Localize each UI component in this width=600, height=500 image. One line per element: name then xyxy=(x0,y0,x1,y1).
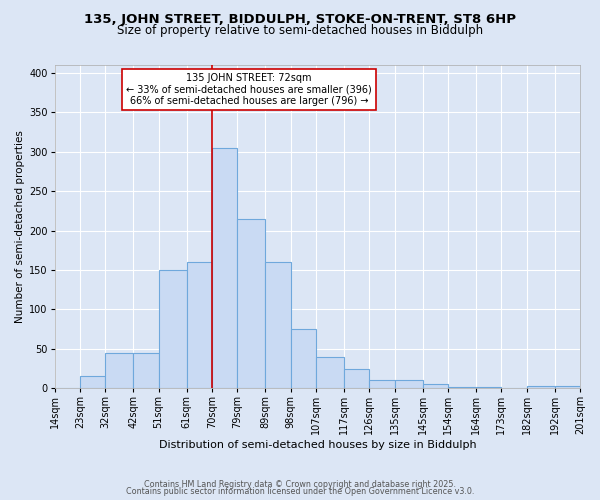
Bar xyxy=(105,353,133,388)
Text: Contains public sector information licensed under the Open Government Licence v3: Contains public sector information licen… xyxy=(126,488,474,496)
Bar xyxy=(187,262,212,388)
Text: Contains HM Land Registry data © Crown copyright and database right 2025.: Contains HM Land Registry data © Crown c… xyxy=(144,480,456,489)
Bar xyxy=(555,386,580,388)
Bar xyxy=(476,386,502,388)
Bar xyxy=(316,356,344,388)
Text: 135, JOHN STREET, BIDDULPH, STOKE-ON-TRENT, ST8 6HP: 135, JOHN STREET, BIDDULPH, STOKE-ON-TRE… xyxy=(84,12,516,26)
Bar xyxy=(370,380,395,388)
Bar xyxy=(158,270,187,388)
X-axis label: Distribution of semi-detached houses by size in Biddulph: Distribution of semi-detached houses by … xyxy=(158,440,476,450)
Bar xyxy=(448,386,476,388)
Bar xyxy=(80,376,105,388)
Bar xyxy=(212,148,238,388)
Bar xyxy=(133,353,158,388)
Bar xyxy=(423,384,448,388)
Text: 135 JOHN STREET: 72sqm
← 33% of semi-detached houses are smaller (396)
66% of se: 135 JOHN STREET: 72sqm ← 33% of semi-det… xyxy=(126,73,372,106)
Bar xyxy=(395,380,423,388)
Bar xyxy=(238,218,265,388)
Bar xyxy=(265,262,290,388)
Bar xyxy=(527,386,555,388)
Bar xyxy=(344,368,370,388)
Bar xyxy=(290,329,316,388)
Text: Size of property relative to semi-detached houses in Biddulph: Size of property relative to semi-detach… xyxy=(117,24,483,37)
Y-axis label: Number of semi-detached properties: Number of semi-detached properties xyxy=(15,130,25,323)
